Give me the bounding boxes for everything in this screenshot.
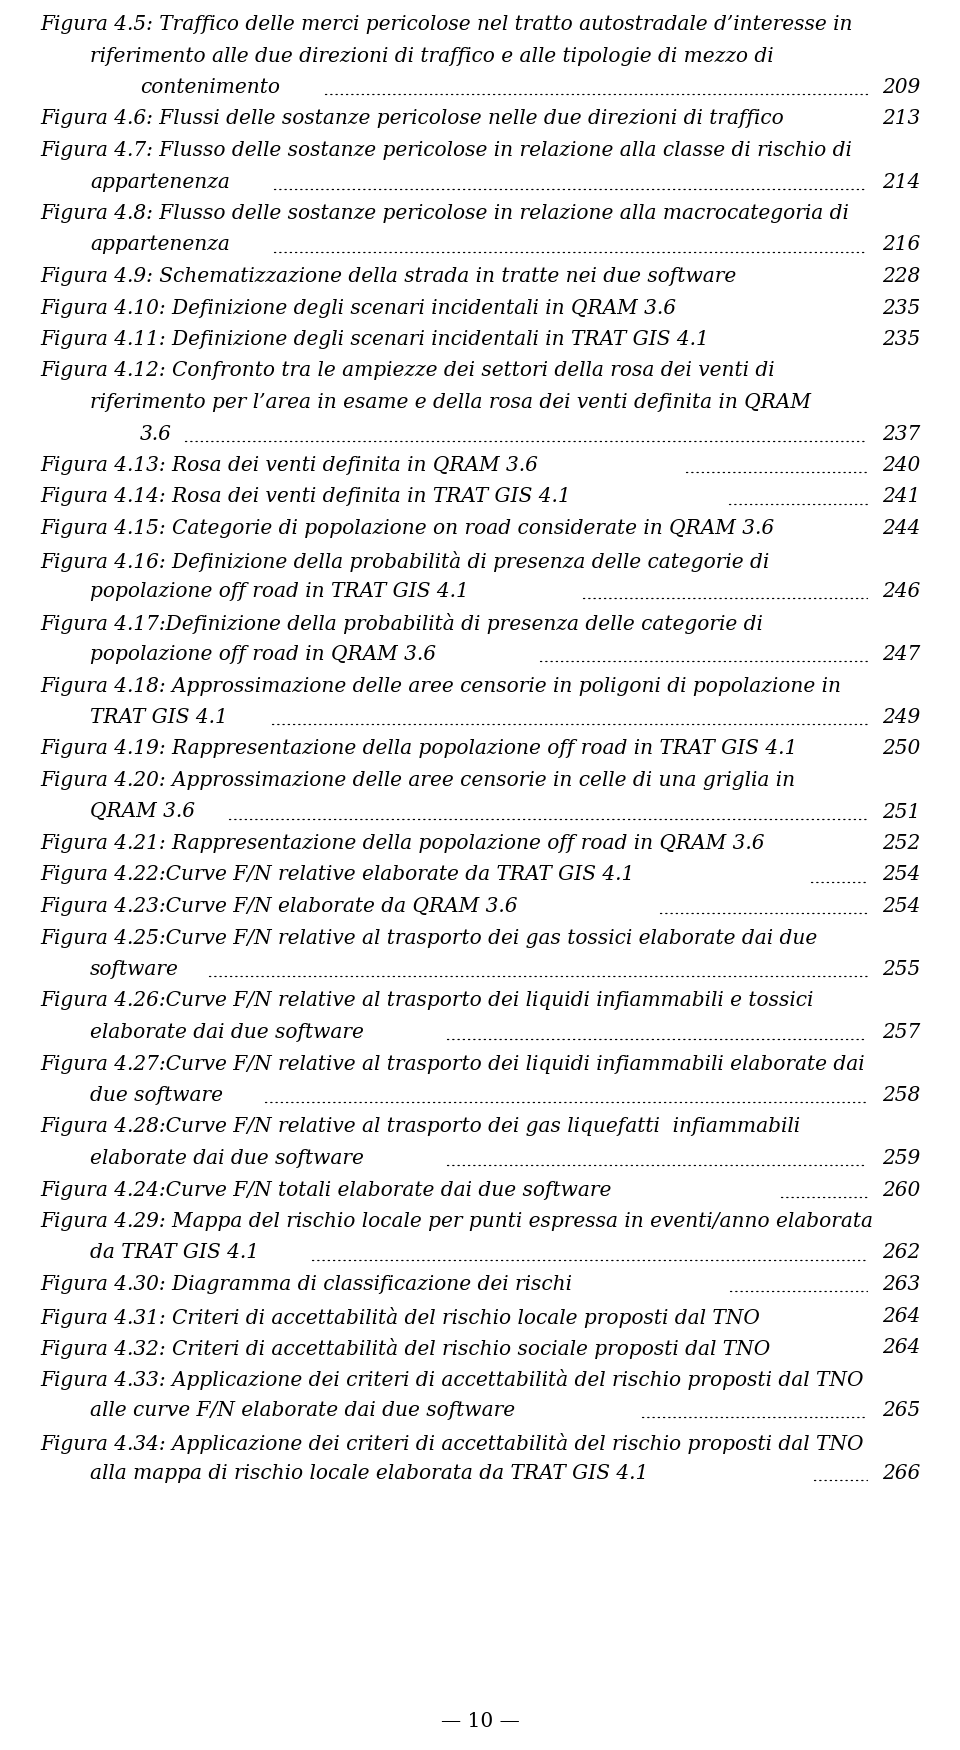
Text: appartenenza: appartenenza (90, 236, 229, 254)
Text: Figura 4.12: Confronto tra le ampiezze dei settori della rosa dei venti di: Figura 4.12: Confronto tra le ampiezze d… (40, 362, 775, 380)
Text: Figura 4.22:Curve F/N relative elaborate da TRAT GIS 4.1: Figura 4.22:Curve F/N relative elaborate… (40, 866, 635, 884)
Text: 251: 251 (881, 803, 920, 821)
Text: Figura 4.5: Traffico delle merci pericolose nel tratto autostradale d’interesse : Figura 4.5: Traffico delle merci pericol… (40, 16, 852, 33)
Text: 241: 241 (881, 488, 920, 506)
Text: appartenenza: appartenenza (90, 173, 229, 191)
Text: Figura 4.9: Schematizzazione della strada in tratte nei due software: Figura 4.9: Schematizzazione della strad… (40, 268, 736, 285)
Text: software: software (90, 961, 179, 978)
Text: 264: 264 (881, 1307, 920, 1325)
Text: TRAT GIS 4.1: TRAT GIS 4.1 (90, 709, 228, 726)
Text: 265: 265 (881, 1402, 920, 1419)
Text: 246: 246 (881, 583, 920, 600)
Text: 237: 237 (881, 425, 920, 443)
Text: 250: 250 (881, 740, 920, 758)
Text: 216: 216 (881, 236, 920, 254)
Text: elaborate dai due software: elaborate dai due software (90, 1024, 364, 1041)
Text: Figura 4.30: Diagramma di classificazione dei rischi: Figura 4.30: Diagramma di classificazion… (40, 1276, 572, 1293)
Text: 214: 214 (881, 173, 920, 191)
Text: Figura 4.32: Criteri di accettabilità del rischio sociale proposti dal TNO: Figura 4.32: Criteri di accettabilità de… (40, 1339, 770, 1360)
Text: riferimento alle due direzioni di traffico e alle tipologie di mezzo di: riferimento alle due direzioni di traffi… (90, 47, 774, 65)
Text: 213: 213 (881, 110, 920, 128)
Text: 258: 258 (881, 1087, 920, 1104)
Text: Figura 4.10: Definizione degli scenari incidentali in QRAM 3.6: Figura 4.10: Definizione degli scenari i… (40, 299, 676, 317)
Text: Figura 4.24:Curve F/N totali elaborate dai due software: Figura 4.24:Curve F/N totali elaborate d… (40, 1181, 612, 1199)
Text: 255: 255 (881, 961, 920, 978)
Text: 240: 240 (881, 457, 920, 474)
Text: 235: 235 (881, 299, 920, 317)
Text: elaborate dai due software: elaborate dai due software (90, 1150, 364, 1167)
Text: Figura 4.31: Criteri di accettabilità del rischio locale proposti dal TNO: Figura 4.31: Criteri di accettabilità de… (40, 1307, 760, 1328)
Text: 252: 252 (881, 835, 920, 852)
Text: Figura 4.16: Definizione della probabilità di presenza delle categorie di: Figura 4.16: Definizione della probabili… (40, 551, 769, 572)
Text: 260: 260 (881, 1181, 920, 1199)
Text: 259: 259 (881, 1150, 920, 1167)
Text: Figura 4.23:Curve F/N elaborate da QRAM 3.6: Figura 4.23:Curve F/N elaborate da QRAM … (40, 898, 517, 915)
Text: 235: 235 (881, 331, 920, 348)
Text: Figura 4.27:Curve F/N relative al trasporto dei liquidi infiammabili elaborate d: Figura 4.27:Curve F/N relative al traspo… (40, 1055, 865, 1073)
Text: 254: 254 (881, 898, 920, 915)
Text: contenimento: contenimento (140, 79, 280, 96)
Text: 228: 228 (881, 268, 920, 285)
Text: 266: 266 (881, 1465, 920, 1482)
Text: Figura 4.28:Curve F/N relative al trasporto dei gas liquefatti  infiammabili: Figura 4.28:Curve F/N relative al traspo… (40, 1118, 800, 1136)
Text: Figura 4.14: Rosa dei venti definita in TRAT GIS 4.1: Figura 4.14: Rosa dei venti definita in … (40, 488, 570, 506)
Text: due software: due software (90, 1087, 223, 1104)
Text: riferimento per l’area in esame e della rosa dei venti definita in QRAM: riferimento per l’area in esame e della … (90, 394, 811, 411)
Text: Figura 4.33: Applicazione dei criteri di accettabilità del rischio proposti dal : Figura 4.33: Applicazione dei criteri di… (40, 1370, 863, 1391)
Text: QRAM 3.6: QRAM 3.6 (90, 803, 195, 821)
Text: alla mappa di rischio locale elaborata da TRAT GIS 4.1: alla mappa di rischio locale elaborata d… (90, 1465, 648, 1482)
Text: 263: 263 (881, 1276, 920, 1293)
Text: Figura 4.7: Flusso delle sostanze pericolose in relazione alla classe di rischio: Figura 4.7: Flusso delle sostanze perico… (40, 142, 852, 159)
Text: Figura 4.11: Definizione degli scenari incidentali in TRAT GIS 4.1: Figura 4.11: Definizione degli scenari i… (40, 331, 708, 348)
Text: Figura 4.18: Approssimazione delle aree censorie in poligoni di popolazione in: Figura 4.18: Approssimazione delle aree … (40, 677, 841, 695)
Text: Figura 4.25:Curve F/N relative al trasporto dei gas tossici elaborate dai due: Figura 4.25:Curve F/N relative al traspo… (40, 929, 817, 947)
Text: Figura 4.15: Categorie di popolazione on road considerate in QRAM 3.6: Figura 4.15: Categorie di popolazione on… (40, 520, 774, 537)
Text: Figura 4.8: Flusso delle sostanze pericolose in relazione alla macrocategoria di: Figura 4.8: Flusso delle sostanze perico… (40, 205, 849, 222)
Text: 247: 247 (881, 646, 920, 663)
Text: Figura 4.17:Definizione della probabilità di presenza delle categorie di: Figura 4.17:Definizione della probabilit… (40, 614, 763, 635)
Text: Figura 4.26:Curve F/N relative al trasporto dei liquidi infiammabili e tossici: Figura 4.26:Curve F/N relative al traspo… (40, 992, 813, 1010)
Text: — 10 —: — 10 — (441, 1712, 519, 1731)
Text: popolazione off road in QRAM 3.6: popolazione off road in QRAM 3.6 (90, 646, 436, 663)
Text: Figura 4.13: Rosa dei venti definita in QRAM 3.6: Figura 4.13: Rosa dei venti definita in … (40, 457, 538, 474)
Text: 262: 262 (881, 1244, 920, 1262)
Text: Figura 4.21: Rappresentazione della popolazione off road in QRAM 3.6: Figura 4.21: Rappresentazione della popo… (40, 835, 764, 852)
Text: 257: 257 (881, 1024, 920, 1041)
Text: Figura 4.29: Mappa del rischio locale per punti espressa in eventi/anno elaborat: Figura 4.29: Mappa del rischio locale pe… (40, 1213, 873, 1230)
Text: 249: 249 (881, 709, 920, 726)
Text: 244: 244 (881, 520, 920, 537)
Text: 264: 264 (881, 1339, 920, 1356)
Text: Figura 4.20: Approssimazione delle aree censorie in celle di una griglia in: Figura 4.20: Approssimazione delle aree … (40, 772, 795, 789)
Text: alle curve F/N elaborate dai due software: alle curve F/N elaborate dai due softwar… (90, 1402, 516, 1419)
Text: da TRAT GIS 4.1: da TRAT GIS 4.1 (90, 1244, 259, 1262)
Text: 254: 254 (881, 866, 920, 884)
Text: popolazione off road in TRAT GIS 4.1: popolazione off road in TRAT GIS 4.1 (90, 583, 468, 600)
Text: 209: 209 (881, 79, 920, 96)
Text: Figura 4.34: Applicazione dei criteri di accettabilità del rischio proposti dal : Figura 4.34: Applicazione dei criteri di… (40, 1433, 863, 1454)
Text: 3.6: 3.6 (140, 425, 172, 443)
Text: Figura 4.6: Flussi delle sostanze pericolose nelle due direzioni di traffico: Figura 4.6: Flussi delle sostanze perico… (40, 110, 783, 128)
Text: Figura 4.19: Rappresentazione della popolazione off road in TRAT GIS 4.1: Figura 4.19: Rappresentazione della popo… (40, 740, 797, 758)
